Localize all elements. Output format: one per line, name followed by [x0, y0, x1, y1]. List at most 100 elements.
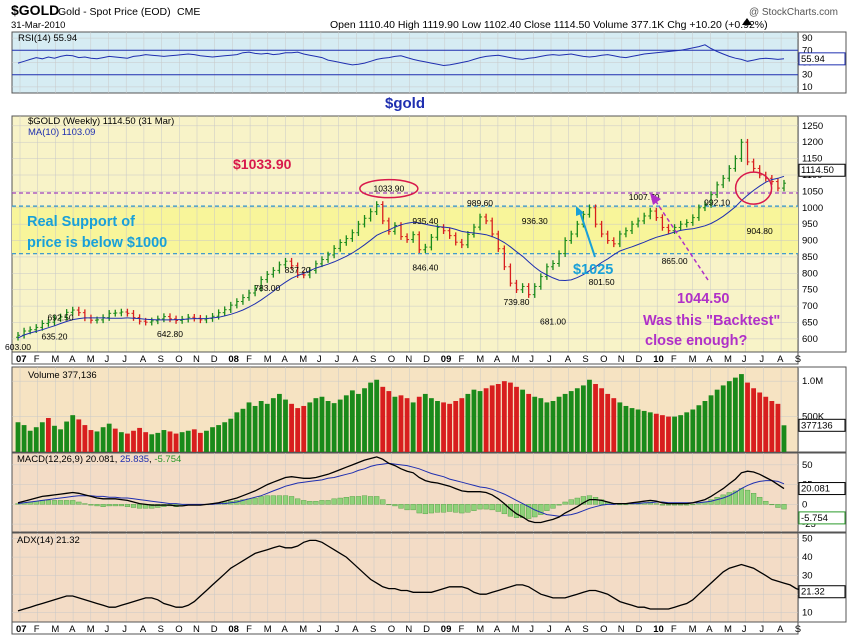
macd-histogram-bar — [471, 504, 477, 511]
price-point-label: 1033.90 — [373, 184, 404, 194]
volume-bar — [526, 393, 532, 452]
date-axis-label: F — [671, 624, 677, 635]
volume-bar — [252, 405, 258, 452]
date-axis-label: M — [476, 354, 484, 365]
macd-signal-line — [17, 462, 785, 517]
annotation-backtest-line2: close enough? — [645, 333, 747, 349]
macd-histogram-bar — [744, 489, 751, 505]
macd-histogram-bar — [659, 504, 666, 506]
volume-bar — [143, 432, 149, 452]
date-axis-label: A — [352, 354, 359, 365]
volume-bar — [495, 384, 501, 452]
date-axis-label: 09 — [441, 354, 452, 365]
volume-bar — [167, 431, 173, 452]
macd-histogram-bar — [374, 496, 380, 505]
macd-histogram-bar — [684, 504, 690, 506]
date-axis-lower: 07 F M A M J J A S O N D 08 F M A M J J A S O N D 09 F M A M J J A S O N D 1… — [11, 621, 801, 635]
date-axis-label: M — [689, 624, 697, 635]
volume-bar — [568, 391, 574, 452]
date-axis-label: F — [459, 624, 465, 635]
annotation-1025: $1025 — [573, 262, 613, 278]
volume-bar — [562, 393, 568, 452]
volume-bar — [270, 398, 276, 452]
date-axis-label: O — [600, 624, 607, 635]
volume-bar — [508, 382, 513, 452]
date-axis-label: F — [34, 624, 40, 635]
macd-histogram-bar — [440, 504, 447, 513]
macd-panel: -250255020.081-5.754 — [11, 452, 847, 533]
volume-bar — [751, 388, 757, 452]
volume-bar — [185, 430, 191, 452]
macd-hist-last-value-box — [798, 511, 846, 525]
volume-bar — [246, 402, 252, 452]
date-axis-label: J — [742, 354, 747, 365]
price-point-label: 936.30 — [522, 216, 548, 226]
macd-histogram-bar — [519, 504, 526, 518]
macd-histogram-bar — [88, 504, 94, 506]
macd-histogram-bar — [513, 504, 520, 518]
macd-histogram-bar — [252, 497, 258, 505]
macd-histogram-bar — [562, 501, 568, 505]
volume-bar — [307, 402, 313, 452]
date-axis-label: J — [529, 624, 534, 635]
y-tick-label: 1150 — [802, 154, 822, 165]
volume-bar — [301, 405, 307, 452]
volume-bar — [58, 429, 63, 452]
macd-histogram-bar — [380, 499, 386, 505]
macd-histogram-bar — [301, 500, 307, 505]
date-axis-label: O — [388, 354, 395, 365]
macd-histogram-bar — [678, 504, 684, 506]
volume-bar — [775, 403, 781, 452]
macd-histogram-bar — [690, 504, 696, 506]
volume-bar — [550, 401, 556, 452]
volume-bar — [574, 388, 580, 452]
arrow-backtest — [654, 199, 709, 281]
macd-histogram-bar — [556, 504, 562, 506]
macd-histogram-bar — [568, 499, 574, 505]
volume-bar — [27, 430, 33, 452]
macd-histogram-bar — [124, 504, 131, 507]
volume-bar — [556, 396, 562, 452]
y-tick-label: 10 — [802, 608, 813, 619]
volume-bar — [763, 396, 769, 452]
date-axis-label: J — [122, 354, 127, 365]
date-axis-label: A — [352, 624, 359, 635]
volume-bar — [459, 398, 465, 452]
volume-bar — [362, 388, 367, 452]
date-axis-label: J — [742, 624, 747, 635]
exchange-label: CME — [177, 6, 200, 18]
volume-bar — [343, 395, 349, 452]
date-axis-label: F — [246, 354, 252, 365]
macd-histogram-bar — [355, 496, 362, 505]
date-axis-label: 08 — [228, 624, 239, 635]
date-axis-label: 07 — [16, 624, 27, 635]
adx-background — [11, 532, 799, 623]
macd-histogram-bar — [264, 495, 270, 505]
arrow-backtest-head — [650, 193, 661, 205]
date-axis-label: M — [51, 354, 59, 365]
date-axis-label: A — [140, 354, 147, 365]
y-tick-label: 1050 — [802, 186, 823, 197]
date-axis-label: 10 — [653, 624, 664, 635]
volume-bar — [210, 427, 215, 452]
date-axis-label: S — [370, 354, 376, 365]
volume-bar — [331, 403, 337, 452]
date-axis-label: D — [423, 624, 430, 635]
rsi-title: RSI(14) 55.94 — [18, 33, 77, 44]
macd-histogram-bar — [459, 504, 465, 514]
date-axis-label: M — [476, 624, 484, 635]
date-axis-label: A — [69, 354, 76, 365]
macd-histogram-bar — [428, 504, 434, 514]
date-axis-label: N — [405, 624, 412, 635]
date-axis-label: N — [618, 354, 625, 365]
macd-histogram-bar — [489, 504, 495, 511]
y-tick-label: 30 — [802, 70, 813, 81]
highlight-ellipse-1033 — [359, 178, 419, 199]
macd-histogram-bar — [136, 504, 143, 509]
price-point-label: 692.50 — [48, 313, 74, 323]
date-axis-background — [11, 351, 799, 365]
macd-histogram-bar — [337, 497, 343, 505]
date-axis-label: J — [317, 624, 322, 635]
date-axis-label: A — [706, 354, 713, 365]
price-point-label: 935.40 — [412, 216, 438, 226]
